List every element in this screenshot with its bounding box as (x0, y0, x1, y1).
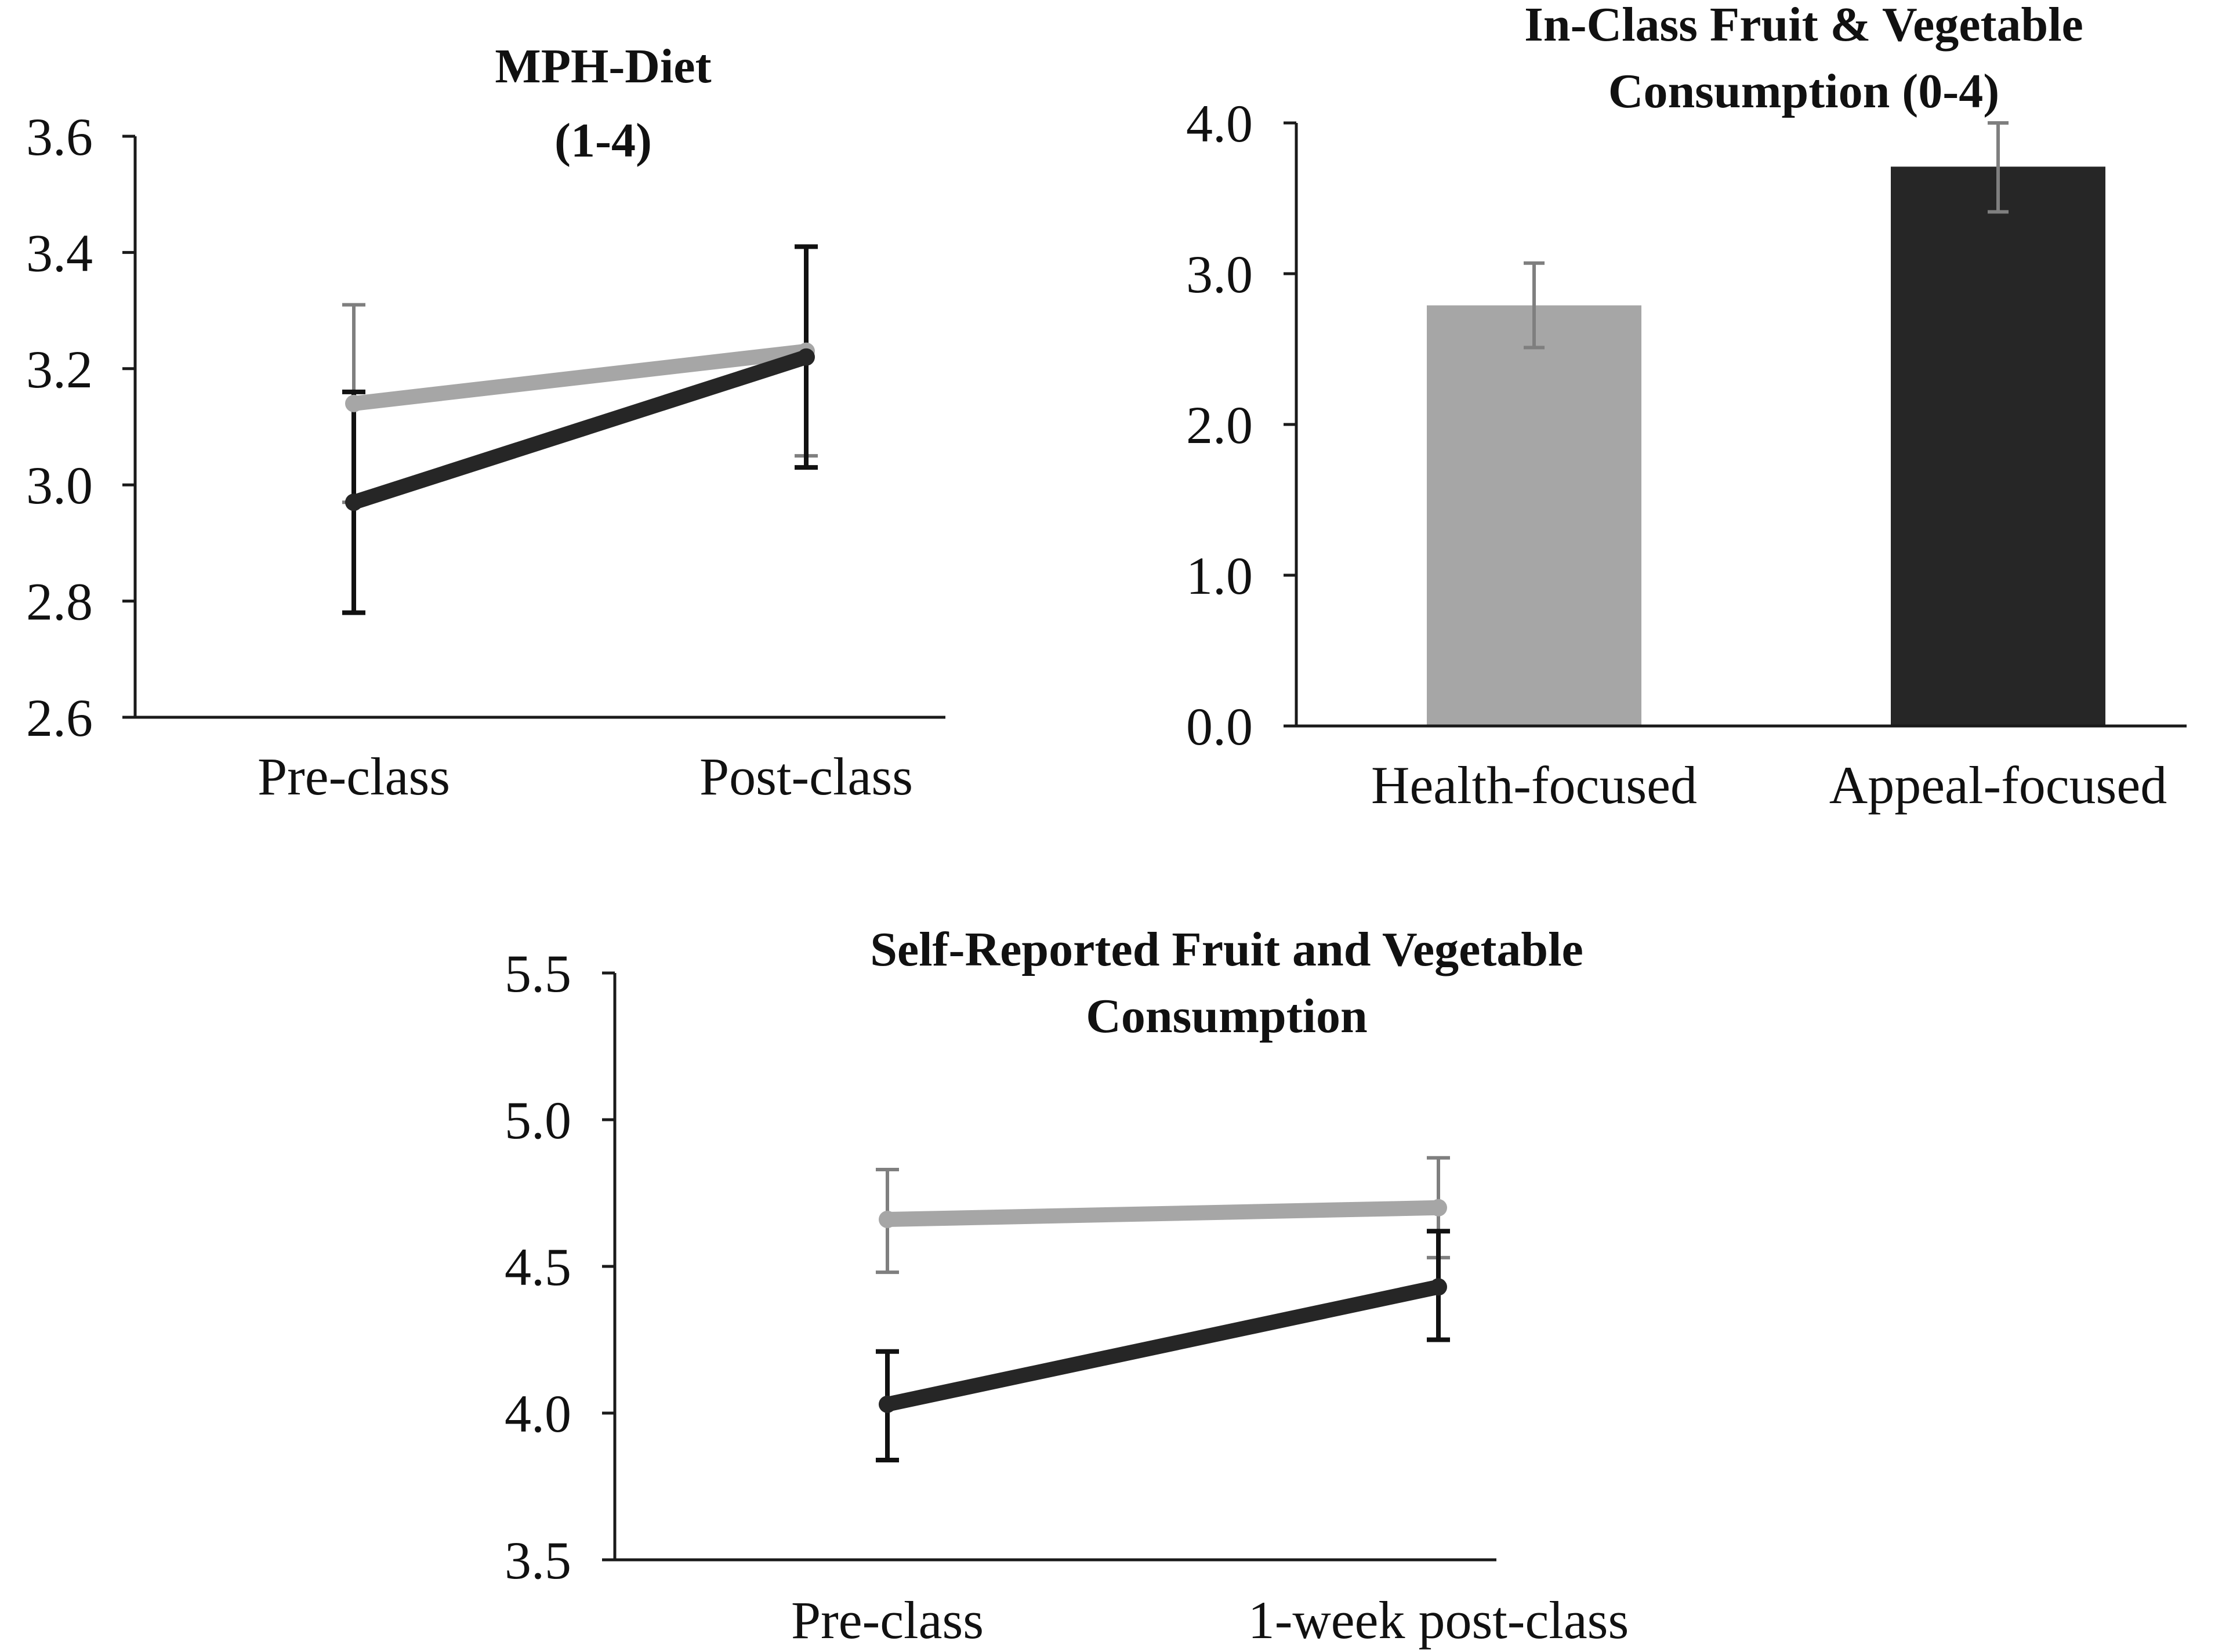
in-class-consumption-bar-health (1427, 305, 1641, 726)
mph-diet-point-appeal (345, 493, 362, 511)
mph-diet-y-tick-label: 2.6 (26, 688, 93, 747)
self-reported-consumption-y-tick-label: 3.5 (505, 1531, 571, 1590)
in-class-consumption-error-bar-appeal (1988, 121, 2009, 214)
mph-diet-title-line: MPH-Diet (495, 39, 711, 93)
self-reported-consumption-point-appeal (879, 1395, 896, 1413)
in-class-consumption-y-tick-label: 4.0 (1186, 94, 1253, 153)
mph-diet-y-tick-label: 3.2 (26, 340, 93, 399)
in-class-consumption-y-tick-label: 2.0 (1186, 395, 1253, 455)
in-class-consumption-x-category-label: Health-focused (1371, 756, 1697, 815)
in-class-consumption-y-tick-label: 3.0 (1186, 245, 1253, 304)
in-class-consumption-title-line: In-Class Fruit & Vegetable (1524, 0, 2083, 52)
self-reported-consumption-point-health (879, 1211, 896, 1229)
mph-diet-title-line: (1-4) (554, 114, 652, 168)
self-reported-consumption-series-line-health (880, 1200, 1446, 1228)
self-reported-consumption-y-tick-label: 4.5 (505, 1237, 571, 1297)
self-reported-consumption-chart: Self-Reported Fruit and Vegetable Consump… (505, 923, 1629, 1650)
self-reported-consumption-title-line: Consumption (1086, 989, 1368, 1043)
mph-diet-y-tick-label: 3.0 (26, 456, 93, 515)
mph-diet-y-tick-label: 2.8 (26, 572, 93, 631)
self-reported-consumption-y-tick-label: 5.0 (505, 1091, 571, 1150)
mph-diet-point-health (345, 394, 362, 412)
self-reported-consumption-y-tick-label: 5.5 (505, 944, 571, 1003)
mph-diet-series-line-health (346, 343, 814, 411)
mph-diet-chart: MPH-Diet (1-4) 2.6 2.8 3.0 3.2 3.4 3.6 Pre-class… (26, 39, 945, 806)
mph-diet-x-category-label: Post-class (699, 747, 913, 806)
self-reported-consumption-point-appeal (1430, 1278, 1447, 1296)
self-reported-consumption-title-line: Self-Reported Fruit and Vegetable (870, 923, 1583, 976)
in-class-consumption-y-tick-label: 1.0 (1186, 546, 1253, 605)
mph-diet-x-category-label: Pre-class (258, 747, 450, 806)
mph-diet-y-tick-label: 3.4 (26, 223, 93, 282)
self-reported-consumption-y-tick-label: 4.0 (505, 1384, 571, 1443)
in-class-consumption-title-line: Consumption (0-4) (1608, 64, 1999, 118)
in-class-consumption-chart: In-Class Fruit & Vegetable Consumption (0… (1186, 0, 2187, 815)
mph-diet-point-appeal (798, 348, 815, 366)
mph-diet-series-line-appeal (346, 349, 814, 510)
self-reported-consumption-x-category-label: Pre-class (791, 1591, 984, 1650)
in-class-consumption-x-category-label: Appeal-focused (1829, 756, 2167, 815)
self-reported-consumption-x-category-label: 1-week post-class (1248, 1591, 1629, 1650)
in-class-consumption-y-tick-label: 0.0 (1186, 697, 1253, 756)
self-reported-consumption-series-line-appeal (880, 1279, 1446, 1412)
in-class-consumption-error-bar-health (1524, 261, 1545, 350)
in-class-consumption-bar-appeal (1891, 166, 2105, 726)
self-reported-consumption-point-health (1430, 1199, 1447, 1217)
mph-diet-y-tick-label: 3.6 (26, 107, 93, 166)
